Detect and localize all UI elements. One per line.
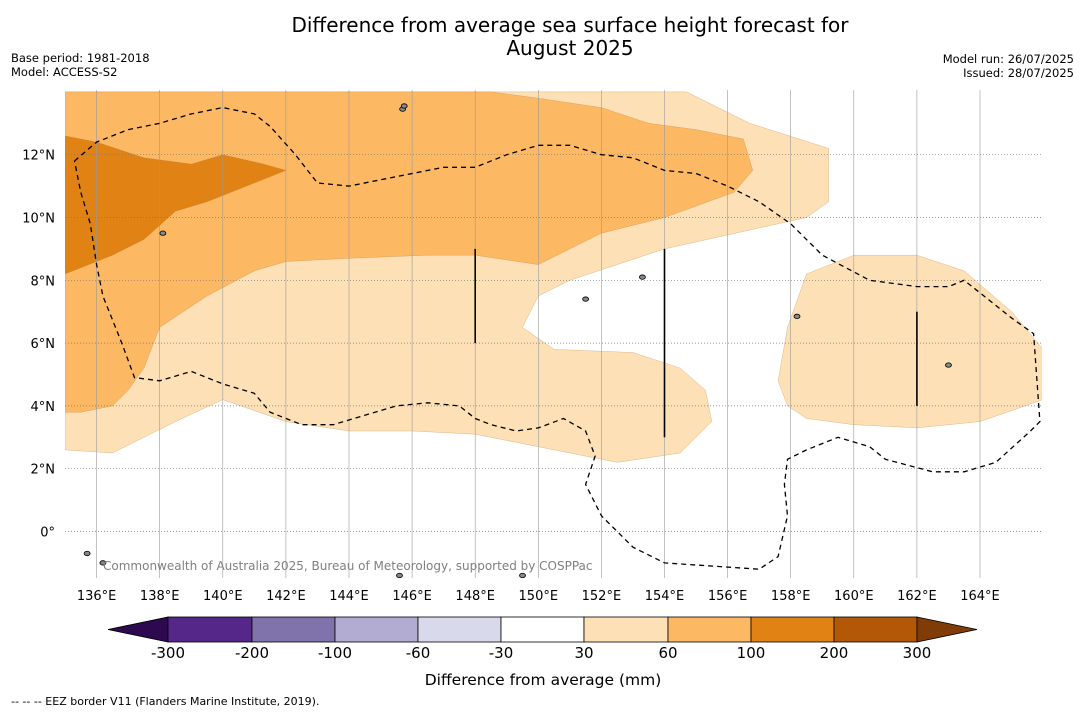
colorbar-tick-7: 100 [737, 644, 766, 662]
colorbar-segment-8 [833, 616, 918, 643]
y-tick-0: 0° [40, 526, 55, 541]
x-tick-138: 138°E [140, 589, 180, 604]
model-run: Model run: 26/07/2025 [942, 52, 1074, 66]
islands [49, 103, 952, 578]
y-tick-10: 10°N [22, 212, 55, 227]
x-tick-158: 158°E [771, 589, 811, 604]
island-10 [519, 572, 526, 578]
x-tick-154: 154°E [645, 589, 685, 604]
x-tick-144: 144°E [329, 589, 369, 604]
y-tick-2: 2°N [31, 463, 56, 478]
x-tick-146: 146°E [392, 589, 432, 604]
colorbar-segment-4 [500, 616, 585, 643]
x-tick-142: 142°E [266, 589, 306, 604]
colorbar-tick-0: -300 [151, 644, 185, 662]
island-4 [793, 313, 801, 320]
island-7 [83, 550, 91, 557]
meta-right: Model run: 26/07/2025 Issued: 28/07/2025 [943, 52, 1074, 80]
colorbar-tick-8: 200 [820, 644, 849, 662]
colorbar-segment-2 [334, 616, 419, 643]
y-tick-8: 8°N [31, 274, 56, 289]
x-tick-labels: 136°E 138°E 140°E 142°E 144°E 146°E 148°E 150°E… [77, 589, 1000, 604]
map-title: Difference from average sea surface heig… [0, 14, 1085, 60]
x-tick-162: 162°E [897, 589, 937, 604]
colorbar-tick-6: 60 [658, 644, 677, 662]
colorbar-title: Difference from average (mm) [425, 671, 662, 689]
y-tick-12: 12°N [22, 149, 55, 164]
eez-border [73, 106, 1041, 570]
x-tick-136: 136°E [77, 589, 117, 604]
colorbar-tick-labels: -300 -200 -100 -60 -30 30 60 100 200 300 [151, 644, 931, 662]
title-line-2: August 2025 [506, 36, 634, 60]
x-tick-160: 160°E [834, 589, 874, 604]
island-6 [99, 560, 107, 566]
colorbar-segment-1 [251, 616, 336, 643]
island-8 [582, 296, 590, 302]
x-tick-150: 150°E [519, 589, 559, 604]
title-line-1: Difference from average sea surface heig… [291, 13, 849, 37]
colorbar-segment-5 [583, 616, 669, 643]
colorbar-segment-0 [167, 616, 253, 643]
colorbar-arrow-left [107, 616, 169, 643]
base-period: Base period: 1981-2018 [11, 51, 150, 65]
colorbar-segment-6 [667, 616, 752, 643]
colorbar [107, 616, 978, 643]
x-tick-164: 164°E [960, 589, 1000, 604]
meta-left: Base period: 1981-2018 Model: ACCESS-S2 [11, 51, 150, 79]
vertical-segments [474, 248, 918, 438]
footnote: -- -- -- EEZ border V11 (Flanders Marine… [11, 695, 320, 708]
x-tick-148: 148°E [455, 589, 495, 604]
issued-date: Issued: 28/07/2025 [963, 66, 1074, 80]
model-name: Model: ACCESS-S2 [11, 65, 118, 79]
band-100-200-0 [65, 135, 287, 275]
y-tick-labels: 0° 2°N 4°N 6°N 8°N 10°N 12°N [22, 149, 55, 541]
eez-line-0 [73, 106, 1041, 570]
colorbar-segment-3 [417, 616, 502, 643]
colorbar-tick-1: -200 [235, 644, 269, 662]
island-1 [400, 103, 408, 109]
colorbar-tick-5: 30 [574, 644, 593, 662]
colorbar-tick-2: -100 [318, 644, 352, 662]
colorbar-arrow-right [916, 616, 978, 643]
colorbar-tick-9: 300 [903, 644, 932, 662]
island-2 [159, 230, 167, 236]
contour-bands [65, 91, 1042, 463]
x-tick-152: 152°E [582, 589, 622, 604]
colorbar-tick-4: -30 [489, 644, 514, 662]
y-tick-6: 6°N [31, 337, 56, 352]
grid-lines [65, 90, 1042, 578]
colorbar-segment-7 [750, 616, 835, 643]
island-9 [639, 274, 646, 280]
island-3 [49, 294, 55, 298]
x-tick-156: 156°E [708, 589, 748, 604]
copyright-text: Commonwealth of Australia 2025, Bureau o… [103, 559, 593, 573]
x-tick-140: 140°E [203, 589, 243, 604]
island-11 [396, 572, 403, 578]
island-5 [945, 362, 952, 368]
colorbar-tick-3: -60 [406, 644, 431, 662]
y-tick-4: 4°N [31, 400, 56, 415]
